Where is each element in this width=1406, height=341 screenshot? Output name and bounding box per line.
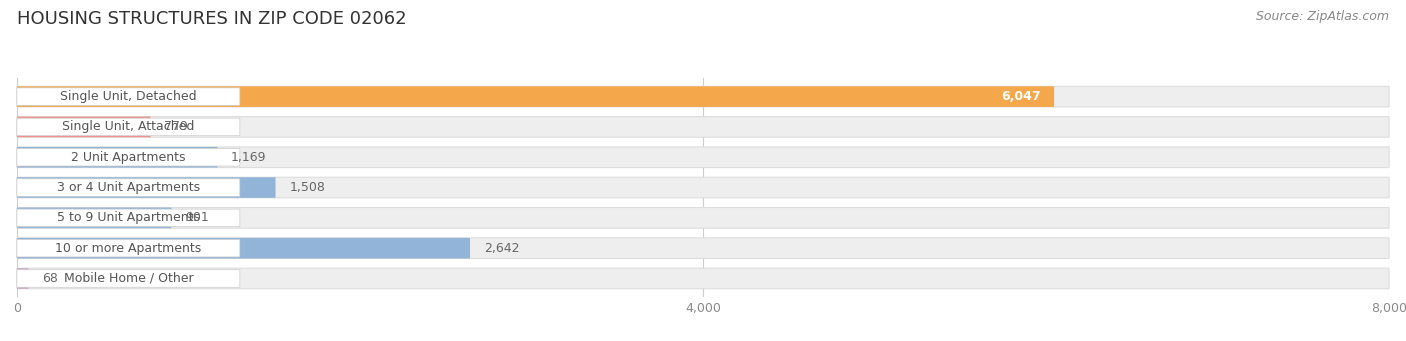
FancyBboxPatch shape [17,179,240,196]
FancyBboxPatch shape [17,147,1389,167]
FancyBboxPatch shape [17,209,240,227]
FancyBboxPatch shape [17,208,172,228]
FancyBboxPatch shape [17,88,240,105]
Text: Single Unit, Detached: Single Unit, Detached [60,90,197,103]
FancyBboxPatch shape [17,86,1389,107]
FancyBboxPatch shape [17,118,240,136]
Text: 779: 779 [165,120,188,133]
FancyBboxPatch shape [17,208,1389,228]
FancyBboxPatch shape [17,177,276,198]
FancyBboxPatch shape [17,147,218,167]
FancyBboxPatch shape [17,270,240,287]
Text: 1,508: 1,508 [290,181,325,194]
Text: 68: 68 [42,272,58,285]
FancyBboxPatch shape [17,238,470,258]
FancyBboxPatch shape [17,177,1389,198]
Text: Source: ZipAtlas.com: Source: ZipAtlas.com [1256,10,1389,23]
FancyBboxPatch shape [17,268,28,289]
Text: Mobile Home / Other: Mobile Home / Other [63,272,193,285]
FancyBboxPatch shape [17,117,1389,137]
Text: 2,642: 2,642 [484,242,519,255]
Text: Single Unit, Attached: Single Unit, Attached [62,120,194,133]
Text: 901: 901 [186,211,209,224]
Text: 6,047: 6,047 [1001,90,1040,103]
Text: 1,169: 1,169 [231,151,267,164]
Text: 3 or 4 Unit Apartments: 3 or 4 Unit Apartments [56,181,200,194]
FancyBboxPatch shape [17,268,1389,289]
FancyBboxPatch shape [17,117,150,137]
FancyBboxPatch shape [17,86,1054,107]
Text: 5 to 9 Unit Apartments: 5 to 9 Unit Apartments [56,211,200,224]
Text: HOUSING STRUCTURES IN ZIP CODE 02062: HOUSING STRUCTURES IN ZIP CODE 02062 [17,10,406,28]
FancyBboxPatch shape [17,238,1389,258]
FancyBboxPatch shape [17,239,240,257]
Text: 2 Unit Apartments: 2 Unit Apartments [72,151,186,164]
FancyBboxPatch shape [17,148,240,166]
Text: 10 or more Apartments: 10 or more Apartments [55,242,201,255]
